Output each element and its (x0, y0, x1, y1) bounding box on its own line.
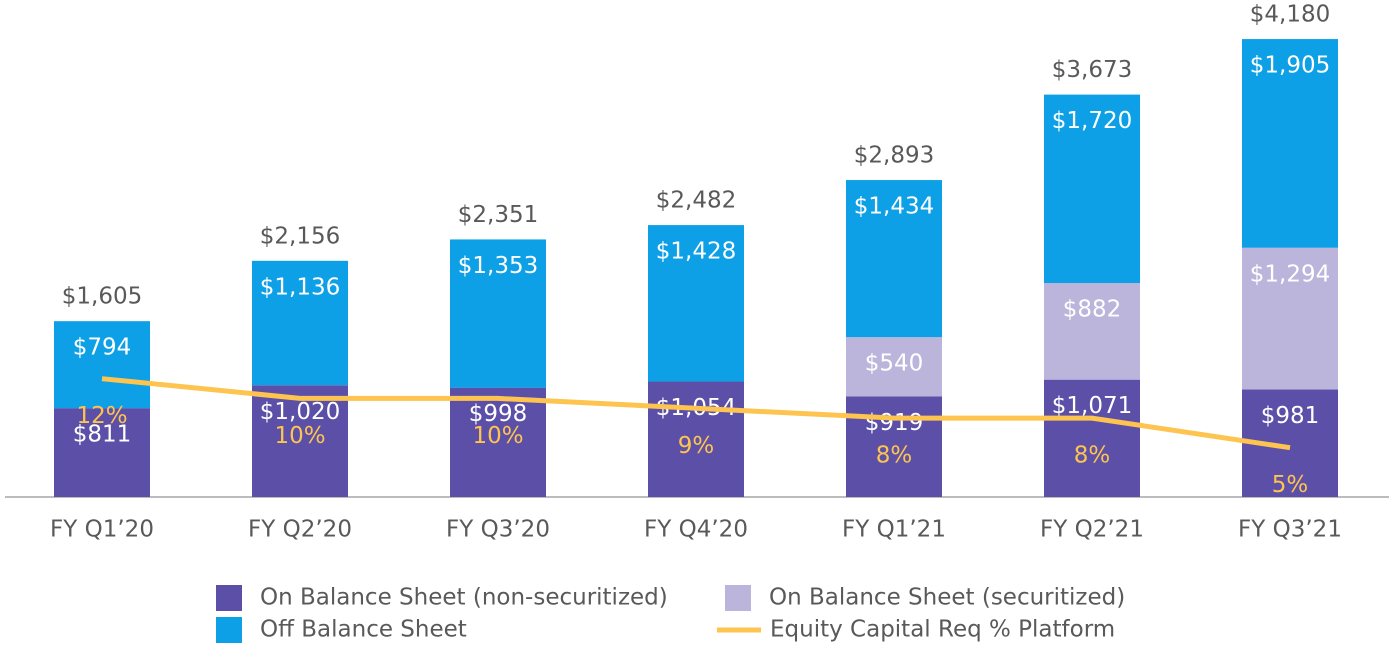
legend-label: Off Balance Sheet (260, 617, 467, 643)
value-label: $1,294 (1250, 261, 1330, 287)
bar-segment (846, 337, 942, 397)
bar-segment (252, 385, 348, 497)
bar-segment (1044, 94, 1140, 284)
line-value-label: 10% (472, 423, 523, 449)
bar-segment (450, 387, 546, 497)
bar-segment (1242, 39, 1338, 248)
bar-segment (54, 321, 150, 409)
line-value-label: 9% (678, 433, 715, 459)
line-value-label: 5% (1272, 472, 1309, 498)
bar-segment (846, 180, 942, 338)
x-tick-label: FY Q1’21 (842, 517, 946, 543)
line-value-label: 8% (1074, 443, 1111, 469)
bar-segment (1242, 247, 1338, 390)
line (101, 376, 1291, 451)
x-tick-label: FY Q3’20 (446, 517, 550, 543)
value-label: $882 (1063, 297, 1122, 323)
legend-label: On Balance Sheet (securitized) (769, 585, 1125, 611)
bar-segment (450, 239, 546, 388)
bar-segment (54, 408, 150, 497)
bar-segment (1044, 283, 1140, 380)
bar-segment (648, 225, 744, 382)
value-label: $794 (73, 335, 132, 361)
value-label: $1,136 (260, 274, 340, 300)
total-label: $2,156 (260, 223, 340, 249)
value-label: $1,434 (854, 194, 934, 220)
legend-label: Equity Capital Req % Platform (770, 617, 1115, 643)
value-label: $1,020 (260, 399, 340, 425)
bar-segment (1044, 379, 1140, 497)
value-label: $981 (1261, 403, 1320, 429)
bar-segment (252, 260, 348, 386)
x-tick-label: FY Q2’20 (248, 517, 352, 543)
value-label: $1,428 (656, 239, 736, 265)
value-label: $998 (469, 401, 528, 427)
legend-swatch (216, 585, 242, 611)
x-tick-label: FY Q2’21 (1040, 517, 1144, 543)
value-label: $1,905 (1250, 53, 1330, 79)
bar-segment (846, 396, 942, 497)
total-label: $1,605 (62, 284, 142, 310)
legend-swatch (216, 617, 242, 643)
value-label: $919 (865, 410, 924, 436)
legend-label: On Balance Sheet (non-securitized) (260, 585, 668, 611)
bar-segment (648, 381, 744, 497)
line-value-label: 12% (76, 403, 127, 429)
total-label: $4,180 (1250, 2, 1330, 28)
value-label: $1,720 (1052, 108, 1132, 134)
x-tick-label: FY Q3’21 (1238, 517, 1342, 543)
value-label: $811 (73, 422, 132, 448)
value-label: $1,071 (1052, 393, 1132, 419)
total-label: $2,482 (656, 188, 736, 214)
total-label: $2,351 (458, 202, 538, 228)
legend-swatch (725, 585, 751, 611)
line-value-label: 8% (876, 443, 913, 469)
value-label: $540 (865, 351, 924, 377)
value-label: $1,353 (458, 253, 538, 279)
line-value-label: 10% (274, 423, 325, 449)
x-tick-label: FY Q4’20 (644, 517, 748, 543)
total-label: $3,673 (1052, 57, 1132, 83)
total-label: $2,893 (854, 143, 934, 169)
x-tick-label: FY Q1’20 (50, 517, 154, 543)
